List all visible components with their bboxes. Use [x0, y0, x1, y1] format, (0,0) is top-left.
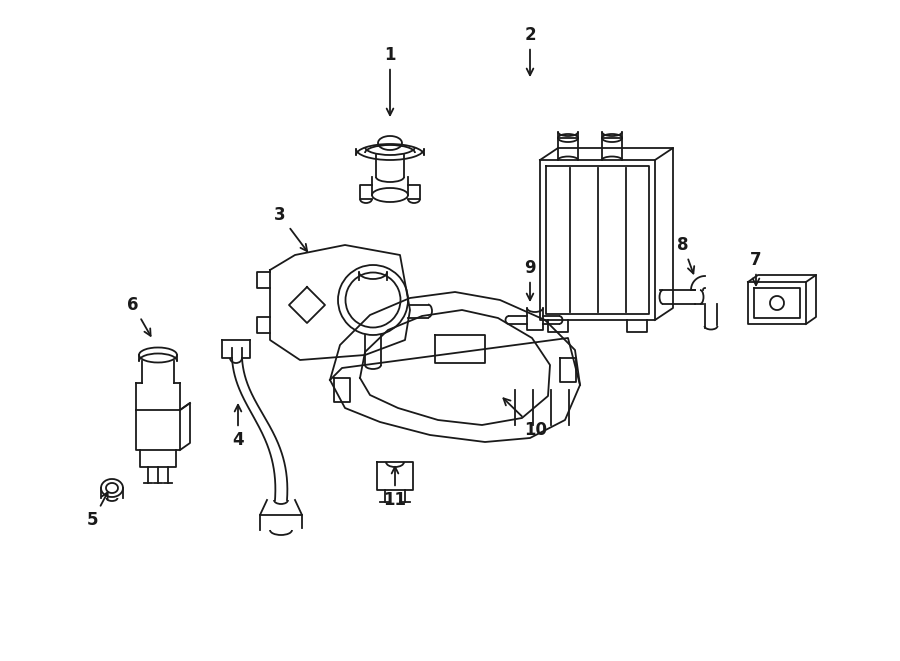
- Text: 3: 3: [274, 206, 307, 251]
- Text: 11: 11: [383, 467, 407, 509]
- Text: 4: 4: [232, 405, 244, 449]
- Text: 9: 9: [524, 259, 536, 300]
- Text: 5: 5: [87, 492, 108, 529]
- Text: 7: 7: [751, 251, 761, 285]
- Text: 8: 8: [677, 236, 694, 274]
- Text: 6: 6: [127, 296, 150, 336]
- Text: 1: 1: [384, 46, 396, 115]
- Text: 10: 10: [503, 399, 547, 439]
- Text: 2: 2: [524, 26, 536, 75]
